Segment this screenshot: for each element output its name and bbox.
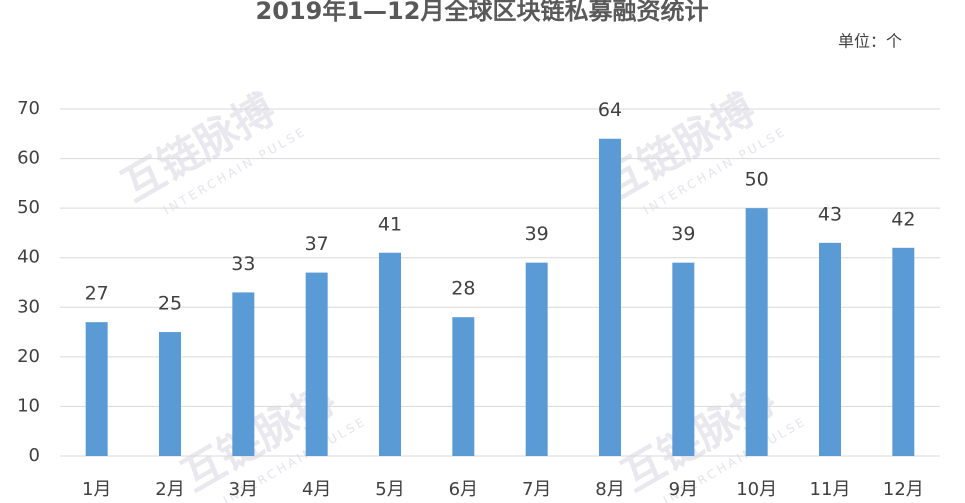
x-tick-label: 3月 (229, 479, 258, 500)
y-tick-label: 70 (17, 98, 40, 119)
y-tick-label: 60 (17, 148, 40, 169)
bar (305, 272, 328, 456)
y-tick-label: 20 (17, 346, 40, 367)
bar (232, 292, 255, 456)
y-tick-label: 10 (17, 395, 40, 416)
bar (745, 208, 768, 456)
y-tick-label: 0 (29, 445, 40, 466)
value-label: 64 (598, 99, 622, 121)
value-label: 41 (378, 213, 402, 235)
bar (892, 247, 915, 456)
value-label: 50 (745, 169, 769, 191)
value-label: 42 (891, 208, 915, 230)
x-tick-label: 5月 (375, 479, 404, 500)
bar (819, 242, 841, 456)
unit-label: 单位：个 (838, 32, 902, 51)
value-label: 43 (818, 203, 842, 225)
value-label: 39 (671, 223, 695, 245)
value-label: 28 (451, 278, 475, 300)
value-label: 37 (305, 233, 329, 255)
y-tick-label: 50 (17, 197, 40, 218)
x-tick-label: 6月 (449, 479, 478, 500)
bar (599, 138, 621, 456)
value-label: 27 (85, 283, 109, 305)
x-tick-label: 7月 (522, 479, 551, 500)
x-tick-label: 8月 (595, 479, 624, 500)
chart-title: 2019年1—12月全球区块链私募融资统计 (256, 0, 709, 25)
bar (672, 262, 695, 456)
bar (525, 262, 548, 456)
x-tick-label: 11月 (810, 479, 851, 500)
bar (452, 317, 475, 456)
bar (85, 322, 108, 456)
x-tick-label: 10月 (736, 479, 777, 500)
bar (159, 332, 181, 456)
y-tick-label: 30 (17, 296, 40, 317)
value-label: 25 (158, 293, 182, 315)
value-label: 39 (525, 223, 549, 245)
bar (379, 252, 401, 456)
x-tick-label: 9月 (669, 479, 698, 500)
x-tick-label: 4月 (302, 479, 331, 500)
x-tick-label: 1月 (82, 479, 111, 500)
y-tick-label: 40 (17, 247, 40, 268)
x-tick-label: 12月 (883, 479, 924, 500)
x-tick-label: 2月 (155, 479, 184, 500)
value-label: 33 (231, 253, 255, 275)
